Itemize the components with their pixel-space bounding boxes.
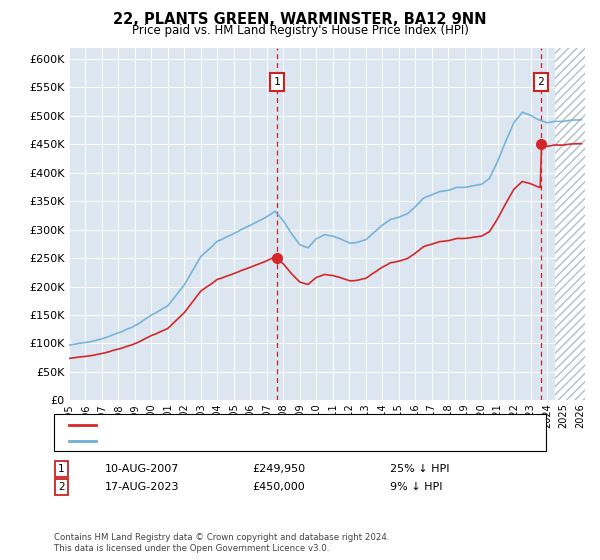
- Text: 22, PLANTS GREEN, WARMINSTER, BA12 9NN (detached house): 22, PLANTS GREEN, WARMINSTER, BA12 9NN (…: [102, 419, 450, 430]
- Text: £249,950: £249,950: [252, 464, 305, 474]
- Text: 2: 2: [58, 482, 65, 492]
- Text: 9% ↓ HPI: 9% ↓ HPI: [390, 482, 443, 492]
- Text: HPI: Average price, detached house, Wiltshire: HPI: Average price, detached house, Wilt…: [102, 436, 352, 446]
- Text: Contains HM Land Registry data © Crown copyright and database right 2024.
This d: Contains HM Land Registry data © Crown c…: [54, 533, 389, 553]
- Text: 1: 1: [58, 464, 65, 474]
- Text: 2: 2: [538, 77, 544, 87]
- Text: 1: 1: [274, 77, 280, 87]
- Text: 25% ↓ HPI: 25% ↓ HPI: [390, 464, 449, 474]
- Bar: [556, 48, 585, 400]
- Text: 17-AUG-2023: 17-AUG-2023: [105, 482, 179, 492]
- Text: 22, PLANTS GREEN, WARMINSTER, BA12 9NN: 22, PLANTS GREEN, WARMINSTER, BA12 9NN: [113, 12, 487, 27]
- Text: 10-AUG-2007: 10-AUG-2007: [105, 464, 179, 474]
- Text: £450,000: £450,000: [252, 482, 305, 492]
- Text: Price paid vs. HM Land Registry's House Price Index (HPI): Price paid vs. HM Land Registry's House …: [131, 24, 469, 37]
- Bar: [556, 48, 585, 400]
